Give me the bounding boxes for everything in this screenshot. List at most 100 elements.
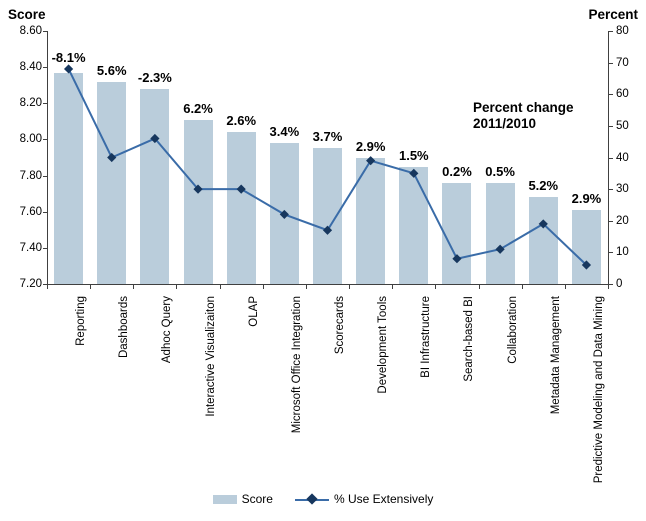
percent-change-label: 2.9% <box>355 138 386 154</box>
data-point-marker <box>495 244 505 254</box>
data-point-marker <box>279 209 289 220</box>
percent-change-label: 2.9% <box>571 190 602 206</box>
bar <box>571 209 601 284</box>
bar <box>183 119 213 284</box>
right-axis-tick-label: 30 <box>616 183 629 196</box>
score-swatch-icon <box>212 494 237 504</box>
category-label: Metadata Management <box>549 296 562 415</box>
x-axis-tick <box>219 285 221 289</box>
bar <box>140 88 170 284</box>
category-label: Reporting <box>75 296 88 346</box>
left-axis-tick-label: 8.00 <box>19 133 42 146</box>
right-axis-tick-label: 80 <box>616 25 629 37</box>
left-axis-tick-label: 8.40 <box>19 61 42 74</box>
x-axis-tick <box>90 285 92 289</box>
x-axis-tick <box>392 285 394 289</box>
x-axis-tick <box>435 285 437 289</box>
category-label: Predictive Modeling and Data Mining <box>592 296 605 484</box>
percent-change-label: 5.6% <box>96 62 127 78</box>
data-point-marker <box>366 156 376 166</box>
category-label: Scorecards <box>334 296 346 355</box>
right-axis-tick <box>609 94 613 96</box>
category-label: OLAP <box>247 296 260 327</box>
right-axis-tick-label: 60 <box>616 88 629 101</box>
right-axis-tick-label: 20 <box>616 214 629 227</box>
data-point-marker <box>63 64 74 74</box>
data-point-marker <box>452 254 462 264</box>
left-axis-tick-label: 7.20 <box>19 278 42 290</box>
right-axis-tick <box>609 31 613 32</box>
chart-legend: Score % Use Extensively <box>0 492 646 506</box>
category-label: Collaboration <box>506 296 519 364</box>
legend-label-use-extensively: % Use Extensively <box>333 492 434 506</box>
data-point-marker <box>581 260 592 270</box>
data-point-marker <box>236 184 246 194</box>
left-axis-tick-label: 7.60 <box>19 205 42 218</box>
x-axis-tick <box>521 285 523 289</box>
left-axis-tick-label: 7.40 <box>19 241 42 254</box>
bar <box>485 182 515 284</box>
left-axis-line <box>47 31 48 284</box>
data-point-marker <box>322 225 333 235</box>
right-axis-tick-label: 70 <box>616 56 629 69</box>
percent-change-label: -8.1% <box>51 49 86 65</box>
percent-change-label: 0.5% <box>485 163 515 179</box>
bar <box>399 166 429 284</box>
left-axis-tick <box>43 103 47 105</box>
right-axis-tick-label: 40 <box>616 151 629 164</box>
right-axis-tick <box>609 189 613 191</box>
right-axis-line <box>608 31 609 284</box>
percent-change-label: 3.7% <box>312 129 343 145</box>
percent-change-label: 1.5% <box>398 147 429 163</box>
legend-item-use-extensively: % Use Extensively <box>294 492 434 506</box>
category-label: Adhoc Query <box>161 296 174 364</box>
bar <box>356 157 386 284</box>
right-axis-tick <box>609 220 613 222</box>
percent-change-label: 5.2% <box>528 178 559 194</box>
category-label: Interactive Visualizaiton <box>204 296 217 417</box>
left-axis-tick <box>43 139 47 141</box>
left-axis-tick <box>43 175 47 177</box>
line-marker-icon <box>294 492 329 505</box>
bar <box>442 182 472 284</box>
left-axis-tick <box>43 67 47 69</box>
data-point-marker <box>193 184 203 194</box>
left-axis-tick-label: 7.80 <box>19 169 42 182</box>
left-axis-tick <box>43 247 47 249</box>
annotation-line-2: 2011/2010 <box>473 116 537 131</box>
percent-change-label: 0.2% <box>442 163 472 179</box>
percent-change-label: 6.2% <box>183 100 213 116</box>
data-point-marker <box>409 168 419 178</box>
left-axis-tick-label: 8.20 <box>19 97 42 110</box>
x-axis-tick <box>262 285 264 289</box>
category-label: Development Tools <box>377 296 390 394</box>
legend-item-score: Score <box>212 492 273 506</box>
x-axis-tick <box>176 285 178 289</box>
bottom-axis-line <box>47 284 609 285</box>
bar <box>97 81 127 284</box>
data-point-marker <box>107 152 117 163</box>
left-axis-tick <box>43 284 47 285</box>
percent-change-label: 2.6% <box>226 113 257 129</box>
bar <box>226 132 256 284</box>
bar <box>528 197 558 284</box>
category-label: Search-based BI <box>463 296 476 382</box>
percent-change-annotation: Percent change 2011/2010 <box>473 100 574 132</box>
x-axis-tick <box>349 285 351 289</box>
data-point-marker <box>538 219 548 229</box>
right-axis-tick <box>609 62 613 64</box>
right-axis-tick-label: 10 <box>616 246 629 259</box>
right-axis-title: Percent <box>588 7 638 22</box>
right-axis-tick <box>609 284 613 285</box>
right-axis-tick-label: 50 <box>616 119 629 132</box>
legend-label-score: Score <box>241 492 273 506</box>
x-axis-tick <box>608 285 609 289</box>
bar <box>54 72 84 284</box>
x-axis-tick <box>133 285 135 289</box>
x-axis-tick <box>47 285 48 289</box>
x-axis-tick <box>564 285 566 289</box>
category-label: Microsoft Office Integration <box>290 296 303 434</box>
left-axis-tick <box>43 31 47 32</box>
